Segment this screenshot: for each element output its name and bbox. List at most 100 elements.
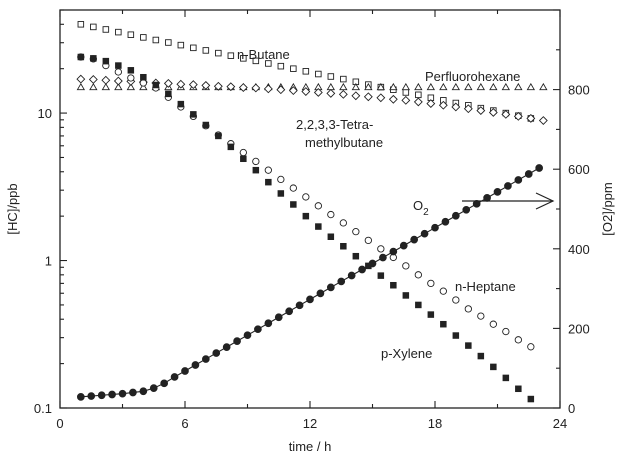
data-marks bbox=[76, 21, 548, 403]
label-p-xylene: p-Xylene bbox=[381, 346, 432, 361]
point-o2 bbox=[379, 253, 387, 262]
point-n-butane bbox=[77, 21, 85, 28]
point-o2 bbox=[87, 392, 96, 400]
point-n-heptane bbox=[377, 245, 385, 253]
point-n-butane bbox=[140, 34, 147, 41]
point-p-xylene bbox=[527, 395, 535, 403]
x-tick-label: 24 bbox=[553, 416, 567, 431]
label-tetramethylbutane-line2: methylbutane bbox=[305, 135, 383, 150]
point-p-xylene bbox=[102, 57, 110, 65]
point-o2 bbox=[118, 389, 127, 398]
point-p-xylene bbox=[302, 212, 310, 220]
point-p-xylene bbox=[502, 374, 510, 382]
point-n-butane bbox=[152, 36, 160, 44]
y-right-tick-label: 800 bbox=[568, 83, 590, 98]
label-n-heptane: n-Heptane bbox=[455, 279, 516, 294]
point-2-2-3-3-tetramethylbutane bbox=[476, 106, 486, 116]
point-perfluorohexane bbox=[126, 82, 136, 91]
point-n-butane bbox=[165, 39, 172, 46]
point-n-butane bbox=[115, 28, 122, 36]
point-n-heptane bbox=[364, 236, 372, 245]
point-perfluorohexane bbox=[514, 82, 523, 91]
point-perfluorohexane bbox=[414, 82, 423, 91]
point-n-heptane bbox=[127, 74, 135, 82]
point-2-2-3-3-tetramethylbutane bbox=[388, 94, 398, 104]
point-2-2-3-3-tetramethylbutane bbox=[263, 84, 273, 94]
point-2-2-3-3-tetramethylbutane bbox=[163, 78, 173, 88]
point-p-xylene bbox=[177, 100, 185, 108]
point-n-butane bbox=[252, 57, 260, 65]
point-o2 bbox=[514, 176, 523, 184]
point-n-heptane bbox=[114, 68, 122, 76]
point-p-xylene bbox=[140, 73, 147, 81]
point-n-butane bbox=[215, 49, 222, 57]
point-perfluorohexane bbox=[114, 82, 123, 91]
point-2-2-3-3-tetramethylbutane bbox=[288, 86, 298, 96]
point-o2 bbox=[347, 271, 356, 280]
point-p-xylene bbox=[490, 363, 497, 371]
point-o2 bbox=[222, 343, 231, 351]
point-2-2-3-3-tetramethylbutane bbox=[238, 83, 248, 92]
point-2-2-3-3-tetramethylbutane bbox=[401, 95, 411, 105]
point-o2 bbox=[201, 355, 210, 363]
point-perfluorohexane bbox=[101, 82, 111, 91]
point-perfluorohexane bbox=[476, 82, 486, 91]
y-right-tick-label: 0 bbox=[568, 401, 575, 416]
point-n-butane bbox=[240, 55, 247, 62]
point-n-butane bbox=[290, 65, 297, 72]
label-o2-base: O bbox=[413, 198, 423, 213]
point-2-2-3-3-tetramethylbutane bbox=[88, 75, 98, 84]
point-p-xylene bbox=[202, 121, 210, 129]
point-2-2-3-3-tetramethylbutane bbox=[463, 104, 473, 114]
y-left-tick-label: 10 bbox=[38, 106, 52, 121]
point-perfluorohexane bbox=[326, 82, 336, 91]
point-o2 bbox=[368, 259, 377, 268]
point-o2 bbox=[97, 391, 106, 400]
point-p-xylene bbox=[215, 132, 222, 140]
point-o2 bbox=[233, 337, 241, 345]
point-o2 bbox=[160, 379, 169, 388]
point-perfluorohexane bbox=[451, 82, 461, 91]
point-2-2-3-3-tetramethylbutane bbox=[451, 102, 461, 112]
point-n-butane bbox=[340, 75, 347, 83]
label-perfluorohexane: Perfluorohexane bbox=[425, 69, 520, 84]
point-o2 bbox=[264, 319, 273, 328]
label-o2-subscript: 2 bbox=[423, 207, 429, 218]
point-p-xylene bbox=[340, 242, 347, 250]
o2-axis-arrow bbox=[462, 192, 555, 210]
point-n-butane bbox=[302, 68, 310, 75]
point-p-xylene bbox=[227, 143, 235, 151]
point-perfluorohexane bbox=[489, 82, 498, 91]
point-p-xylene bbox=[352, 252, 360, 260]
point-p-xylene bbox=[77, 53, 85, 61]
point-perfluorohexane bbox=[439, 82, 448, 91]
point-n-butane bbox=[202, 47, 210, 54]
y-right-tick-label: 200 bbox=[568, 321, 590, 336]
point-n-heptane bbox=[477, 312, 485, 320]
point-n-butane bbox=[277, 62, 285, 70]
point-n-heptane bbox=[314, 202, 322, 210]
point-o2 bbox=[108, 390, 116, 399]
x-tick-label: 6 bbox=[181, 416, 188, 431]
point-p-xylene bbox=[452, 332, 460, 339]
point-n-butane bbox=[90, 23, 97, 31]
point-o2 bbox=[420, 229, 429, 238]
point-p-xylene bbox=[440, 320, 447, 328]
point-o2 bbox=[493, 188, 502, 196]
point-o2 bbox=[139, 387, 148, 396]
point-o2 bbox=[504, 182, 512, 190]
point-n-heptane bbox=[439, 287, 447, 295]
point-perfluorohexane bbox=[139, 82, 148, 91]
y-left-tick-label: 0.1 bbox=[34, 401, 52, 416]
point-perfluorohexane bbox=[339, 82, 348, 91]
point-o2 bbox=[358, 265, 366, 274]
label-n-butane: n-Butane bbox=[237, 47, 290, 62]
point-o2 bbox=[441, 217, 450, 226]
point-perfluorohexane bbox=[526, 82, 536, 91]
point-2-2-3-3-tetramethylbutane bbox=[363, 92, 373, 102]
x-tick-label: 0 bbox=[56, 416, 63, 431]
y-left-tick-label: 1 bbox=[45, 254, 52, 269]
point-n-heptane bbox=[252, 157, 260, 166]
point-o2 bbox=[149, 384, 158, 392]
point-o2 bbox=[306, 295, 314, 304]
